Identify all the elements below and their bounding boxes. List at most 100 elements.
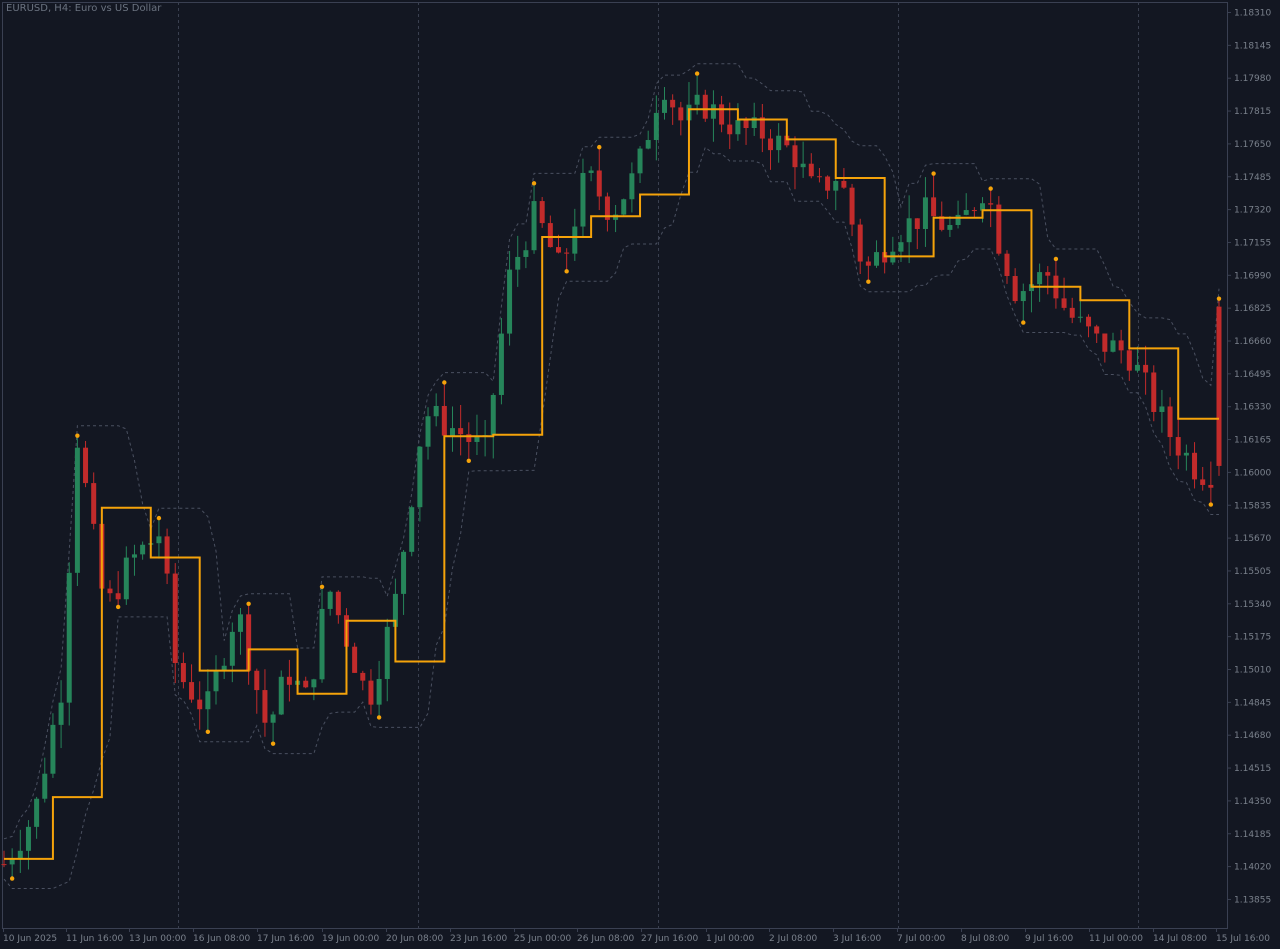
candle[interactable] <box>221 658 227 680</box>
candle[interactable] <box>1061 277 1067 311</box>
candle[interactable] <box>433 393 439 427</box>
candle[interactable] <box>1151 365 1157 422</box>
candle[interactable] <box>83 440 89 488</box>
candle[interactable] <box>1208 461 1214 503</box>
candle[interactable] <box>9 848 15 877</box>
candle[interactable] <box>898 234 904 262</box>
candle[interactable] <box>694 75 700 115</box>
candle[interactable] <box>1216 300 1222 476</box>
candle[interactable] <box>914 218 920 250</box>
candle[interactable] <box>1094 324 1100 343</box>
candle[interactable] <box>939 201 945 232</box>
candle[interactable] <box>613 205 619 233</box>
candle[interactable] <box>662 87 668 120</box>
candle[interactable] <box>849 183 855 237</box>
candle[interactable] <box>466 422 472 459</box>
candle[interactable] <box>1077 300 1083 323</box>
candle[interactable] <box>1020 283 1026 321</box>
candle[interactable] <box>580 158 586 236</box>
candle[interactable] <box>931 175 937 217</box>
candle[interactable] <box>213 655 219 705</box>
candle[interactable] <box>270 711 276 742</box>
candle[interactable] <box>1012 268 1018 304</box>
candle[interactable] <box>874 240 880 268</box>
candle[interactable] <box>189 664 195 703</box>
candle[interactable] <box>523 241 529 269</box>
candle[interactable] <box>947 216 953 238</box>
candle[interactable] <box>531 185 537 254</box>
candle[interactable] <box>653 95 659 161</box>
candle[interactable] <box>490 393 496 459</box>
candle[interactable] <box>1159 389 1165 433</box>
candle[interactable] <box>172 563 178 684</box>
candle[interactable] <box>645 130 651 150</box>
candle[interactable] <box>229 622 235 683</box>
candle[interactable] <box>922 177 928 247</box>
candle[interactable] <box>91 472 97 530</box>
candle[interactable] <box>425 407 431 460</box>
candle[interactable] <box>702 89 708 122</box>
candle[interactable] <box>1175 418 1181 470</box>
candle[interactable] <box>237 607 243 655</box>
candle[interactable] <box>180 652 186 689</box>
candle[interactable] <box>352 642 358 673</box>
candle[interactable] <box>1004 250 1010 284</box>
candle[interactable] <box>107 580 113 602</box>
candle[interactable] <box>1192 442 1198 489</box>
candle[interactable] <box>988 190 994 228</box>
candle[interactable] <box>474 414 480 456</box>
candle[interactable] <box>246 605 252 685</box>
candle[interactable] <box>417 445 423 522</box>
candle[interactable] <box>865 256 871 280</box>
candle[interactable] <box>164 528 170 585</box>
candle[interactable] <box>1086 314 1092 338</box>
candle[interactable] <box>539 197 545 228</box>
candle[interactable] <box>776 123 782 163</box>
candle[interactable] <box>1143 345 1149 395</box>
candle[interactable] <box>286 659 292 702</box>
candle[interactable] <box>360 670 366 691</box>
candle[interactable] <box>596 149 602 211</box>
candle[interactable] <box>123 546 129 605</box>
candle[interactable] <box>515 235 521 287</box>
candle[interactable] <box>319 588 325 683</box>
candle[interactable] <box>384 618 390 702</box>
candle[interactable] <box>156 520 162 559</box>
candle[interactable] <box>710 90 716 142</box>
candle[interactable] <box>727 102 733 150</box>
candle[interactable] <box>1053 260 1059 309</box>
candle[interactable] <box>816 168 822 183</box>
candle[interactable] <box>66 562 72 726</box>
candle[interactable] <box>890 236 896 265</box>
candle[interactable] <box>1037 263 1043 302</box>
candle[interactable] <box>743 116 749 145</box>
candle[interactable] <box>857 218 863 274</box>
candle[interactable] <box>1110 332 1116 353</box>
candle[interactable] <box>498 318 504 405</box>
candle[interactable] <box>588 166 594 182</box>
candle[interactable] <box>955 200 961 229</box>
candle[interactable] <box>115 571 121 605</box>
candle[interactable] <box>303 676 309 689</box>
candle[interactable] <box>996 196 1002 256</box>
candle[interactable] <box>262 669 268 737</box>
candle[interactable] <box>197 681 203 730</box>
candle[interactable] <box>507 250 513 346</box>
candle[interactable] <box>1167 397 1173 456</box>
candle[interactable] <box>131 544 137 576</box>
candle[interactable] <box>678 101 684 136</box>
candle[interactable] <box>800 141 806 178</box>
candle[interactable] <box>140 541 146 560</box>
candle[interactable] <box>670 94 676 125</box>
candle[interactable] <box>25 820 31 870</box>
candle[interactable] <box>719 95 725 133</box>
candle[interactable] <box>1045 266 1051 295</box>
candle[interactable] <box>376 660 382 716</box>
candle[interactable] <box>1183 444 1189 471</box>
candle[interactable] <box>335 590 341 624</box>
candle[interactable] <box>971 207 977 219</box>
candle[interactable] <box>50 713 56 778</box>
candle[interactable] <box>768 129 774 170</box>
